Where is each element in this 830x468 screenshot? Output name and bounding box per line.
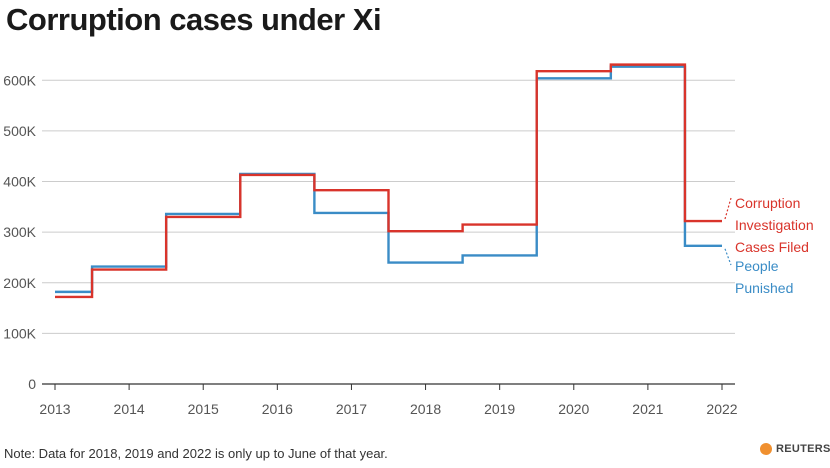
- x-tick-label: 2016: [262, 401, 293, 417]
- y-tick-label: 0: [28, 376, 36, 392]
- y-tick-label: 500K: [3, 123, 36, 139]
- legend-label-cases: Investigation: [735, 217, 814, 233]
- x-tick-label: 2013: [39, 401, 70, 417]
- legend-label-punished: People: [735, 258, 779, 274]
- y-tick-label: 600K: [3, 72, 36, 88]
- brand-credit: REUTERS: [760, 443, 830, 455]
- legend-label-punished: Punished: [735, 280, 793, 296]
- x-tick-label: 2021: [632, 401, 663, 417]
- chart-title: Corruption cases under Xi: [6, 2, 382, 37]
- reuters-logo-icon: [760, 443, 772, 455]
- y-tick-label: 100K: [3, 325, 36, 341]
- legend-label-cases: Corruption: [735, 195, 800, 211]
- legend-leader-punished: [724, 248, 732, 266]
- footnote: Note: Data for 2018, 2019 and 2022 is on…: [4, 446, 388, 461]
- x-tick-label: 2019: [484, 401, 515, 417]
- y-tick-label: 300K: [3, 224, 36, 240]
- legend-label-cases: Cases Filed: [735, 239, 809, 255]
- series-line-corruption-investigation-cases-filed: [55, 63, 722, 299]
- x-tick-label: 2017: [336, 401, 367, 417]
- x-tick-label: 2022: [706, 401, 737, 417]
- x-tick-label: 2020: [558, 401, 589, 417]
- x-tick-label: 2014: [114, 401, 145, 417]
- brand-label: REUTERS: [776, 443, 830, 455]
- legend-leader-cases: [724, 197, 732, 220]
- y-tick-label: 400K: [3, 174, 36, 190]
- x-tick-label: 2015: [188, 401, 219, 417]
- series-line-people-punished: [55, 65, 722, 294]
- x-tick-label: 2018: [410, 401, 441, 417]
- y-tick-label: 200K: [3, 275, 36, 291]
